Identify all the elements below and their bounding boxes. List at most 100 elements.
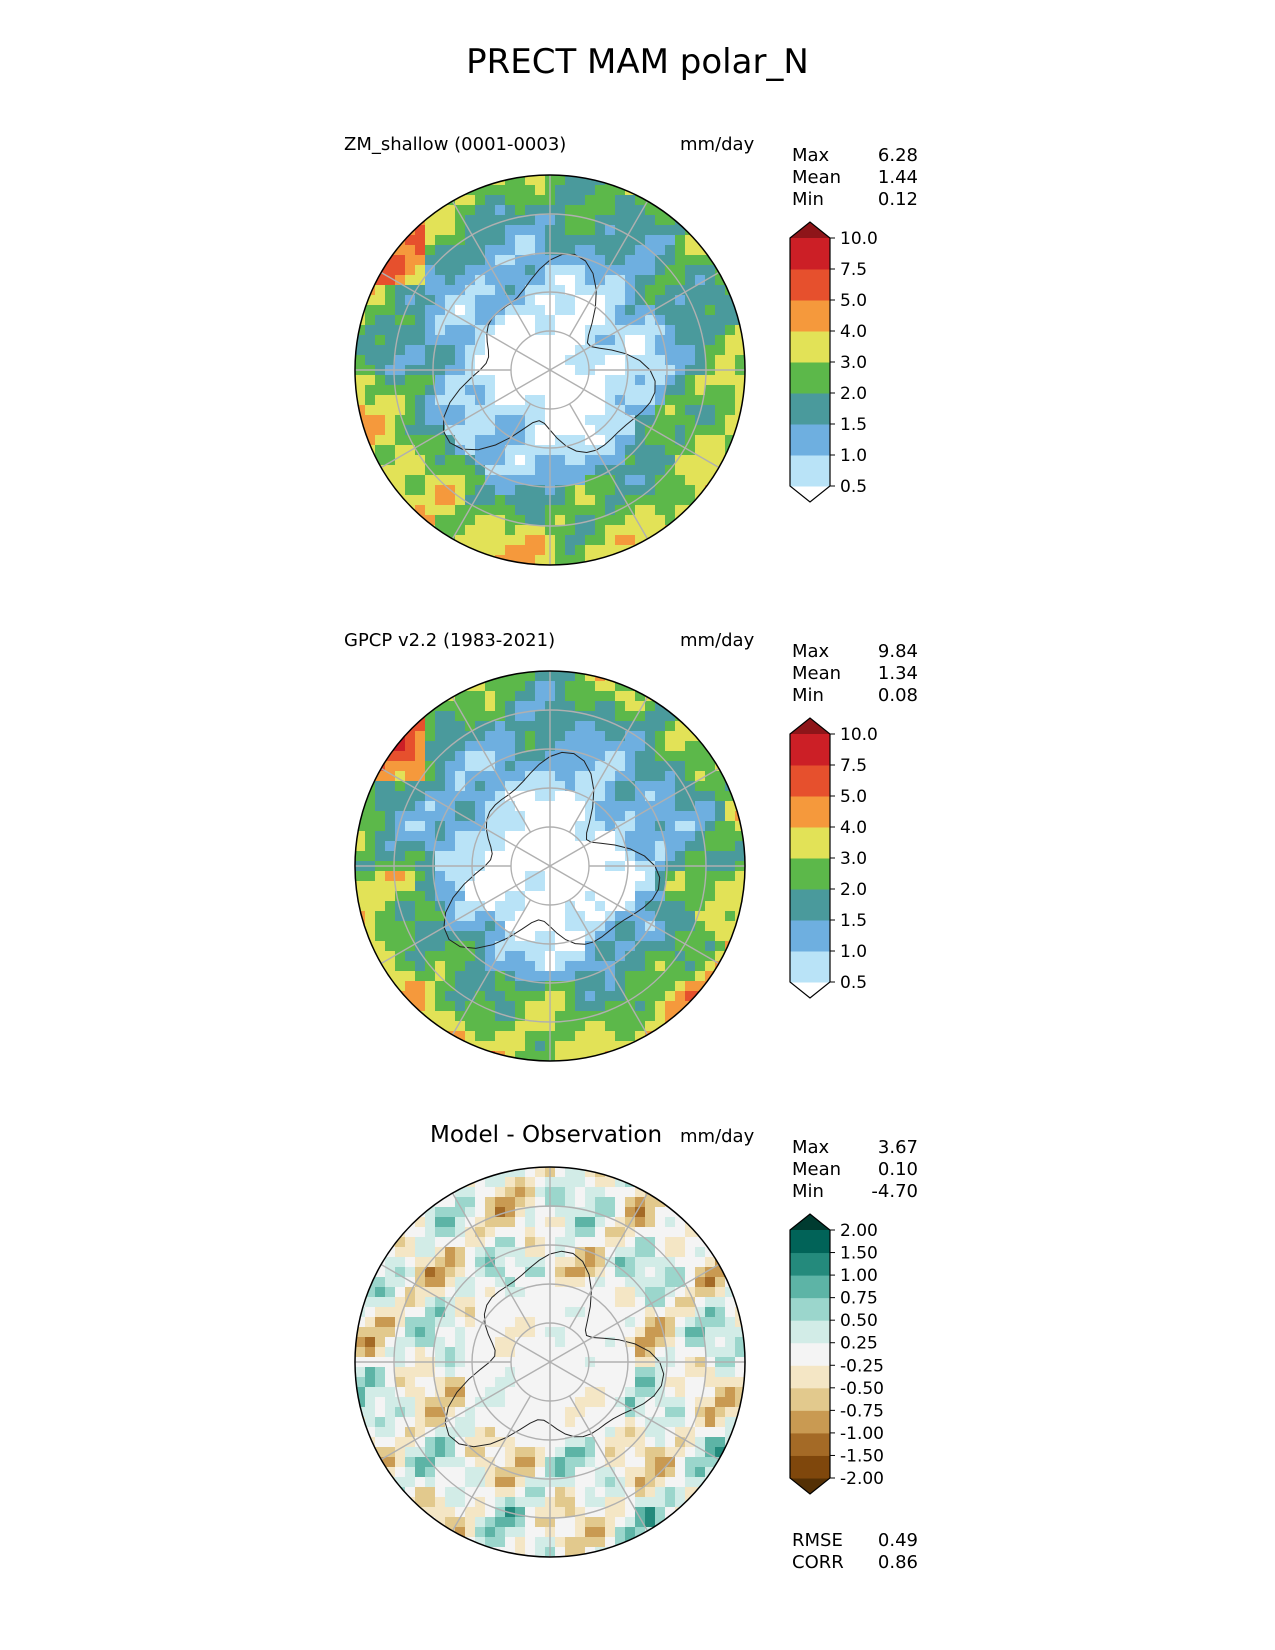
panel-units-diff: mm/day <box>680 1126 755 1147</box>
stat-value-max: 3.67 <box>877 1137 918 1158</box>
meridian-line <box>451 899 532 1036</box>
panel-units-obs: mm/day <box>680 630 755 651</box>
colorbar-tick-label: 2.0 <box>840 384 867 404</box>
meridian-line <box>515 845 551 867</box>
meridian-line <box>568 1395 649 1532</box>
colorbar-segment <box>790 331 830 363</box>
colorbar-tick-label: 3.0 <box>840 353 867 373</box>
colorbar-segment <box>790 1275 830 1299</box>
colorbar-segment <box>790 1410 830 1434</box>
colorbar-tick-label: -2.00 <box>840 1469 884 1489</box>
stat-value-mean: 1.34 <box>877 663 918 684</box>
colorbar-segment <box>790 1252 830 1276</box>
panel-title-model: ZM_shallow (0001-0003) <box>344 134 567 155</box>
stat-value-max: 9.84 <box>877 641 918 662</box>
colorbar-segment <box>790 424 830 456</box>
meridian-line <box>515 865 551 887</box>
meridian-line <box>451 1192 532 1329</box>
colorbar-extend-low <box>790 486 830 502</box>
colorbar-tick-label: -0.25 <box>840 1356 884 1376</box>
colorbar-tick-label: -1.50 <box>840 1446 884 1466</box>
colorbar-segment <box>790 1365 830 1389</box>
stat-value-mean: 0.10 <box>877 1159 918 1180</box>
colorbar-segment <box>790 920 830 952</box>
metric-label-rmse: RMSE <box>792 1530 843 1551</box>
map-obs <box>354 670 746 1062</box>
meridian-line <box>549 349 585 371</box>
colorbar-tick-label: 0.75 <box>840 1289 878 1309</box>
colorbar-tick-label: 1.0 <box>840 942 867 962</box>
colorbar-segment <box>790 1230 830 1254</box>
meridian-line <box>451 200 532 337</box>
meridian-line <box>549 369 585 391</box>
meridian-line <box>380 767 517 848</box>
meridian-line <box>515 349 551 371</box>
stat-label-max: Max <box>792 641 830 662</box>
colorbar-tick-label: 5.0 <box>840 787 867 807</box>
colorbar-segment <box>790 269 830 301</box>
colorbar-segment <box>790 858 830 890</box>
meridian-line <box>451 403 532 540</box>
colorbar-segment <box>790 1297 830 1321</box>
colorbar-extend-low <box>790 1478 830 1494</box>
colorbar-extend-high <box>790 222 830 238</box>
map-boundary <box>354 1166 746 1558</box>
colorbar-diff: 2.00 1.501.00 0.750.50 0.25-0.25 -0.50-0.75 -… <box>789 1213 884 1495</box>
stat-label-min: Min <box>792 189 824 210</box>
colorbar-tick-label: 0.5 <box>840 973 867 993</box>
colorbar-tick-label: -0.50 <box>840 1379 884 1399</box>
meridian-line <box>568 696 649 833</box>
panel-title-obs: GPCP v2.2 (1983-2021) <box>344 630 556 651</box>
stat-label-max: Max <box>792 1137 830 1158</box>
colorbar-tick-label: 4.0 <box>840 818 867 838</box>
map-diff <box>354 1166 746 1558</box>
colorbar-tick-label: 2.00 <box>840 1221 878 1241</box>
colorbar-segment <box>790 455 830 487</box>
colorbar-segment <box>790 827 830 859</box>
meridian-line <box>583 1263 720 1344</box>
colorbar-tick-label: -0.75 <box>840 1401 884 1421</box>
colorbar-obs: 10.0 7.5 5.0 4.0 3.0 2.0 1.5 1.0 0.5 <box>789 717 878 999</box>
figure-title: PRECT MAM polar_N <box>466 42 809 82</box>
colorbar-tick-label: 1.0 <box>840 446 867 466</box>
stat-value-min: 0.12 <box>877 189 918 210</box>
stat-value-mean: 1.44 <box>877 167 918 188</box>
colorbar-tick-label: 4.0 <box>840 322 867 342</box>
colorbar-model: 10.0 7.5 5.0 4.0 3.0 2.0 1.5 1.0 0.5 <box>789 221 878 503</box>
stat-label-mean: Mean <box>792 167 842 188</box>
stat-label-mean: Mean <box>792 1159 842 1180</box>
meridian-line <box>583 388 720 469</box>
meridian-line <box>515 1341 551 1363</box>
meridian-line <box>515 369 551 391</box>
colorbar-tick-label: 0.25 <box>840 1334 878 1354</box>
colorbar-segment <box>790 734 830 766</box>
meridian-line <box>568 1192 649 1329</box>
map-boundary <box>354 174 746 566</box>
colorbar-tick-label: 1.50 <box>840 1244 878 1264</box>
meridian-line <box>549 1341 585 1363</box>
panel-title-diff: Model - Observation <box>430 1122 663 1148</box>
stat-label-min: Min <box>792 1181 824 1202</box>
map-model <box>354 174 746 566</box>
meridian-line <box>380 271 517 352</box>
meridian-line <box>583 884 720 965</box>
precip-field <box>355 175 745 565</box>
colorbar-extend-high <box>790 1214 830 1230</box>
colorbar-tick-label: 1.00 <box>840 1266 878 1286</box>
colorbar-tick-label: 0.50 <box>840 1311 878 1331</box>
panel-units-model: mm/day <box>680 134 755 155</box>
colorbar-tick-label: 2.0 <box>840 880 867 900</box>
colorbar-segment <box>790 362 830 394</box>
stat-value-max: 6.28 <box>877 145 918 166</box>
colorbar-segment <box>790 1342 830 1366</box>
meridian-line <box>549 1361 585 1383</box>
colorbar-tick-label: 7.5 <box>840 260 867 280</box>
colorbar-segment <box>790 1432 830 1456</box>
meridian-line <box>568 200 649 337</box>
meridian-line <box>515 1361 551 1383</box>
colorbar-tick-label: 7.5 <box>840 756 867 776</box>
meridian-line <box>451 1395 532 1532</box>
meridian-line <box>583 767 720 848</box>
colorbar-tick-label: -1.00 <box>840 1424 884 1444</box>
meridian-line <box>568 899 649 1036</box>
